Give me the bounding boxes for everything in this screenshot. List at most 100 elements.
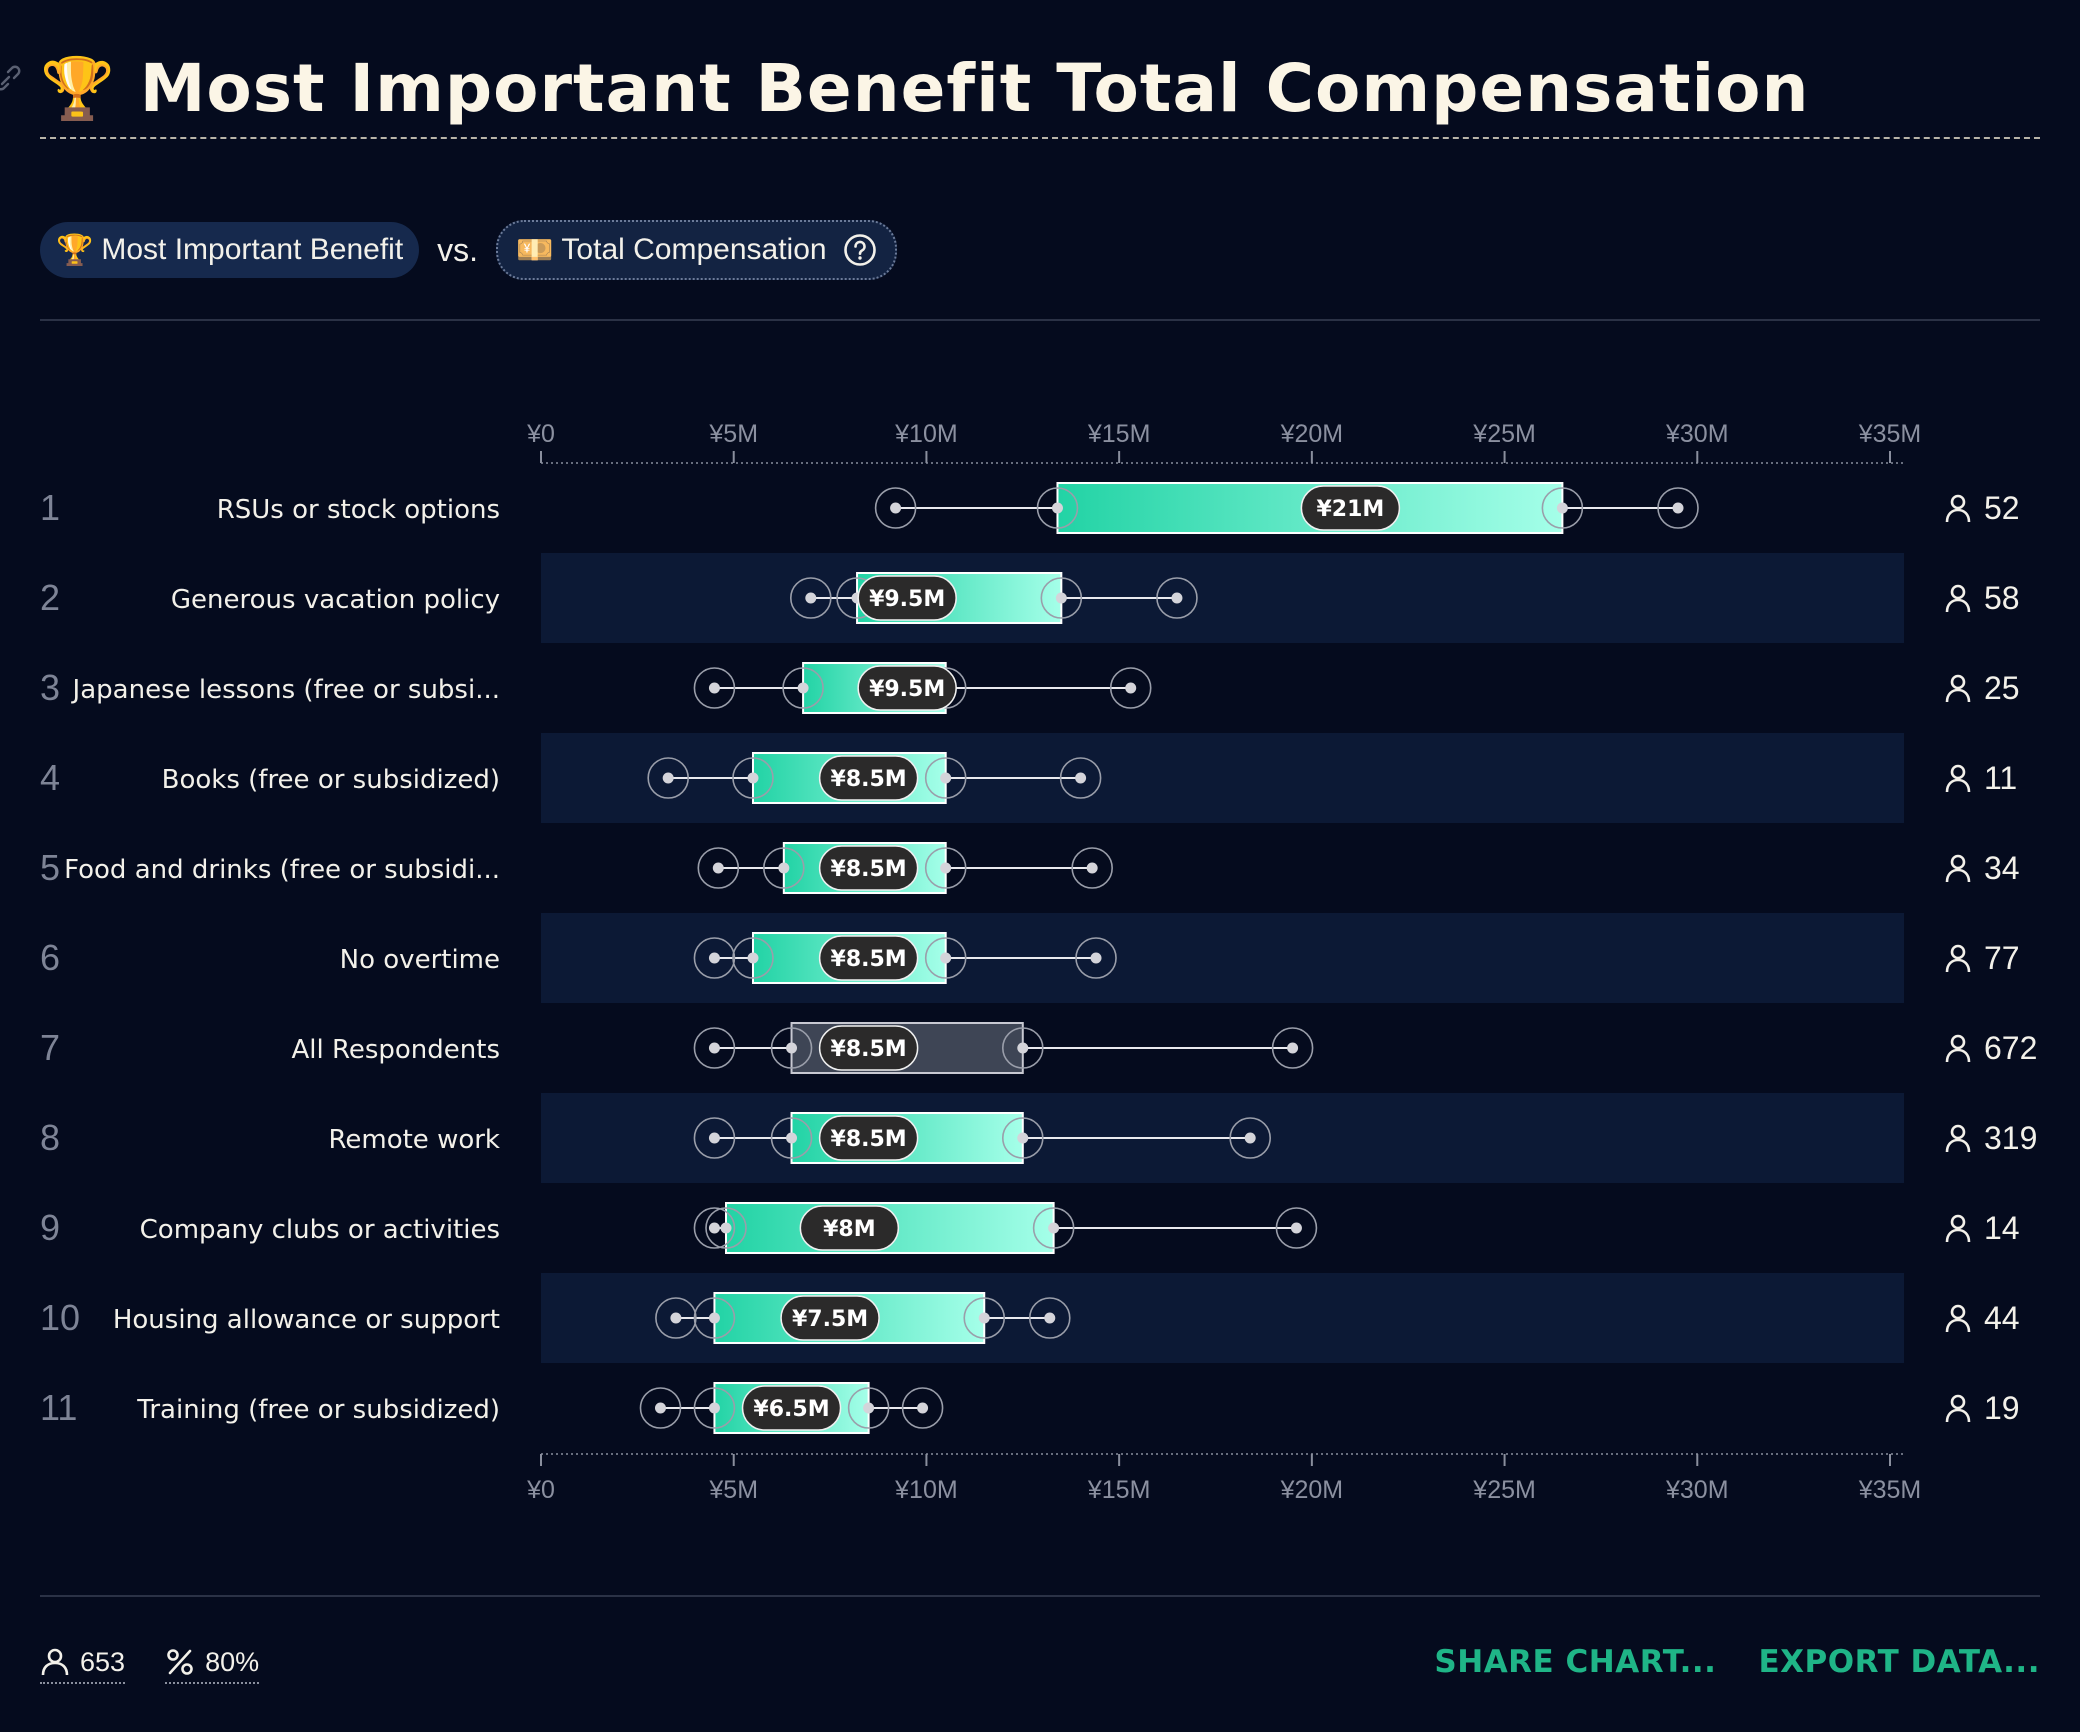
export-data-button[interactable]: EXPORT DATA... [1758,1644,2040,1680]
person-icon [1945,494,1971,523]
median-marker [818,935,919,981]
row-rank: 4 [40,757,60,798]
row-rank: 6 [40,937,60,978]
q1-ring [705,1207,747,1249]
footer-stats: 653 80% [40,1640,260,1690]
person-icon-head [1950,1034,1966,1050]
row-rank: 9 [40,1207,60,1248]
median-marker [857,575,957,621]
row-count: 58 [1984,580,2020,616]
share-chart-button[interactable]: SHARE CHART... [1434,1644,1717,1680]
q1-ring [770,1117,813,1159]
secondary-variable-selector[interactable]: 💴 Total Compensation [496,220,897,280]
person-icon-body [1945,868,1971,883]
row-count: 34 [1984,850,2020,886]
top-axis-tick-label: ¥15M [1087,420,1151,448]
row-rank: 3 [40,667,60,708]
whisker-low-ring [693,937,736,979]
median-marker [799,1205,900,1251]
person-icon [1945,764,1971,793]
box-row: 10 Housing allowance or support ¥7.5M 44 [40,1292,2020,1344]
q3-point [1017,1132,1029,1144]
top-axis-tick-label: ¥20M [1280,420,1344,448]
whisker-low-ring [693,1027,736,1069]
secondary-variable-label: Total Compensation [561,233,827,266]
median-marker [741,1385,842,1431]
primary-variable-selector[interactable]: 🏆 Most Important Benefit [40,222,420,278]
respondents-stat[interactable]: 653 [40,1647,126,1684]
row-count: 44 [1984,1300,2020,1336]
q3-ring [963,1297,1006,1339]
link-icon[interactable] [0,64,22,92]
q1-ring [693,1387,736,1429]
whisker-low-point [890,502,902,514]
person-icon [41,1648,69,1676]
whisker-low-ring [655,1297,697,1339]
q3-point [940,952,952,964]
yen-banknote-icon: 💴 [516,233,554,267]
whisker-high-ring [1028,1297,1071,1339]
box-row: 6 No overtime ¥8.5M 77 [40,932,2020,984]
vs-label: vs. [437,231,479,268]
person-icon [1945,674,1971,703]
row-count: 14 [1984,1210,2020,1246]
median-label: ¥8.5M [831,1127,907,1152]
page-title-text: Most Important Benefit Total Compensatio… [139,49,1810,127]
median-label: ¥8.5M [831,947,907,972]
chart-actions: SHARE CHART... EXPORT DATA... [1434,1644,2040,1680]
whisker-high-point [1287,1042,1299,1054]
whisker-high-ring [1156,577,1198,619]
whisker-low-point [662,772,674,784]
person-icon [1945,1124,1971,1153]
q3-ring [847,1387,890,1429]
whisker-low-ring [693,1207,736,1249]
whisker-high-ring [1059,757,1102,799]
box-row: 11 Training (free or subsidized) ¥6.5M 19 [40,1382,2020,1434]
box-plot-chart: ¥0 ¥5M ¥10M ¥15M ¥20M ¥25M ¥30M ¥35M ¥0 ¥5M ¥10M ¥1… [40,420,2037,1504]
q1-point [786,1132,798,1144]
person-icon-body [1945,1228,1971,1243]
q1-point [778,862,790,874]
row-label: Company clubs or activities [140,1215,500,1245]
bottom-axis-tick-label: ¥30M [1665,1476,1729,1504]
q3-ring [1032,1207,1075,1249]
top-axis-tick-label: ¥0 [526,420,555,448]
box-row: 3 Japanese lessons (free or subsi... ¥9.5M… [40,662,2020,714]
median-marker [818,1115,919,1161]
median-label: ¥7.5M [792,1307,868,1332]
row-count: 52 [1984,490,2020,526]
row-label: Japanese lessons (free or subsi... [71,675,500,705]
box-row: 1 RSUs or stock options ¥21M 52 [40,482,2020,534]
top-axis-tick-label: ¥25M [1472,420,1536,448]
person-icon-body [1945,1408,1971,1423]
q3-ring [924,757,967,799]
median-label: ¥9.5M [869,587,945,612]
q3-ring [1040,577,1083,619]
box-row: 8 Remote work ¥8.5M 319 [40,1112,2037,1164]
person-icon-head [1950,674,1966,690]
whisker-low-ring [697,847,740,889]
bottom-axis-tick-label: ¥35M [1858,1476,1922,1504]
whisker-low-ring [693,1117,736,1159]
whisker-low-point [805,592,817,604]
median-marker [818,845,919,891]
row-label: No overtime [340,945,500,975]
row-rank: 8 [40,1117,60,1158]
person-icon-body [1945,598,1971,613]
help-icon[interactable] [843,233,877,267]
row-count: 77 [1984,940,2020,976]
whisker-low-point [708,1222,720,1234]
row-count: 19 [1984,1390,2020,1426]
row-label: Books (free or subsidized) [162,765,500,795]
whisker-high-ring [1657,487,1699,529]
row-label: Training (free or subsidized) [136,1395,500,1425]
person-icon-head [1950,494,1966,510]
q3-ring [1541,487,1584,529]
percent-stat[interactable]: 80% [165,1647,260,1684]
person-icon [1945,1394,1971,1423]
row-label: All Respondents [291,1035,500,1065]
person-icon-body [1945,1138,1971,1153]
page-title: 🏆 Most Important Benefit Total Compensat… [40,36,1809,140]
row-band [541,553,1904,643]
person-icon-body [1945,1048,1971,1063]
